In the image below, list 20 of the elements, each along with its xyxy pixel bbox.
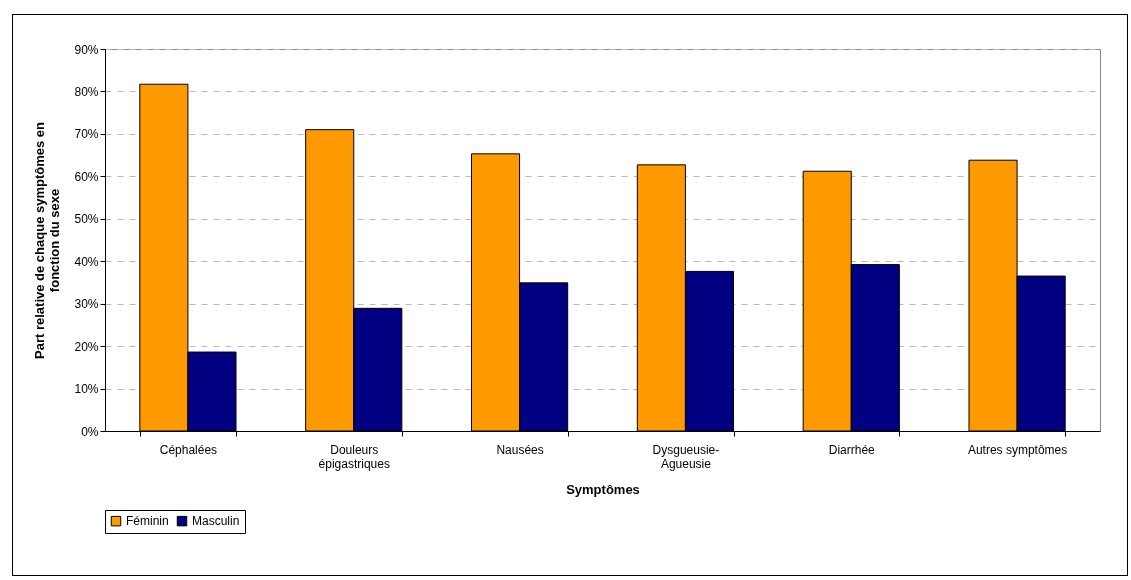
x-tick-label: Dysgueusie-Agueusie	[652, 442, 720, 471]
y-tick-label: 50%	[74, 212, 99, 227]
x-tick-label: Douleurs épigastriques	[318, 442, 390, 471]
y-tick-label: 0%	[81, 424, 99, 439]
y-tick-label: 10%	[74, 382, 99, 397]
x-axis-title: Symptômes	[566, 481, 640, 497]
x-tick-label: Céphalées	[159, 442, 218, 457]
x-tick-label: Nausées	[496, 442, 544, 457]
legend-label: Masculin	[192, 514, 240, 529]
y-axis-title: Part relative de chaque symptômes en fonction du sexe	[32, 121, 63, 359]
y-tick-label: 80%	[74, 84, 99, 99]
x-tick-label: Autres symptômes	[967, 442, 1068, 457]
y-tick-label: 20%	[74, 339, 99, 354]
y-tick-label: 30%	[74, 297, 99, 312]
x-tick-label: Diarrhée	[828, 442, 876, 457]
y-tick-label: 40%	[74, 254, 99, 269]
legend-label: Féminin	[126, 514, 169, 529]
y-tick-label: 60%	[74, 169, 99, 184]
y-tick-label: 90%	[74, 42, 99, 57]
y-tick-label: 70%	[74, 127, 99, 142]
